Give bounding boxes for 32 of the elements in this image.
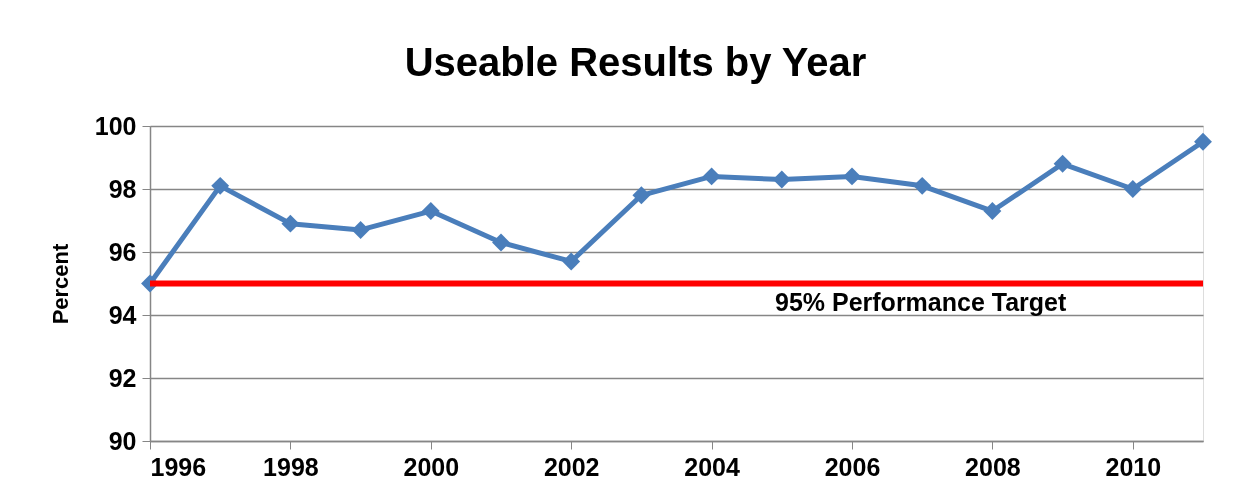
y-tick-label: 94 [108,300,137,329]
point [211,176,230,195]
point [492,233,510,252]
point [843,167,861,186]
x-tick-label: 1998 [263,452,319,481]
point [913,176,932,195]
y-tick-label: 98 [108,174,137,203]
x-tick-label: 2010 [1105,452,1162,481]
y-axis-title: Percent [47,242,73,325]
y-tick-label: 96 [108,237,137,266]
x-tick-label: 2000 [403,452,460,481]
point [562,252,581,271]
x-tick-label: 1996 [150,452,207,481]
y-tick-label: 92 [108,363,137,392]
point [281,214,300,233]
y-tick-label: 90 [108,426,137,455]
chart-title: Useable Results by Year [404,40,867,84]
point [1123,180,1142,198]
point [421,202,440,220]
ref-line-label: 95% Performance Target [775,287,1067,316]
x-tick-label: 2002 [543,452,600,481]
point [632,186,651,205]
x-tick-label: 2008 [965,452,1021,481]
point [351,221,370,239]
x-tick-label: 2006 [824,452,881,481]
point [702,167,721,186]
x-tick-label: 2004 [684,452,740,481]
point [772,170,791,189]
y-tick-label: 100 [94,111,137,140]
point [983,202,1002,220]
point [1053,154,1072,173]
point [1194,132,1212,151]
